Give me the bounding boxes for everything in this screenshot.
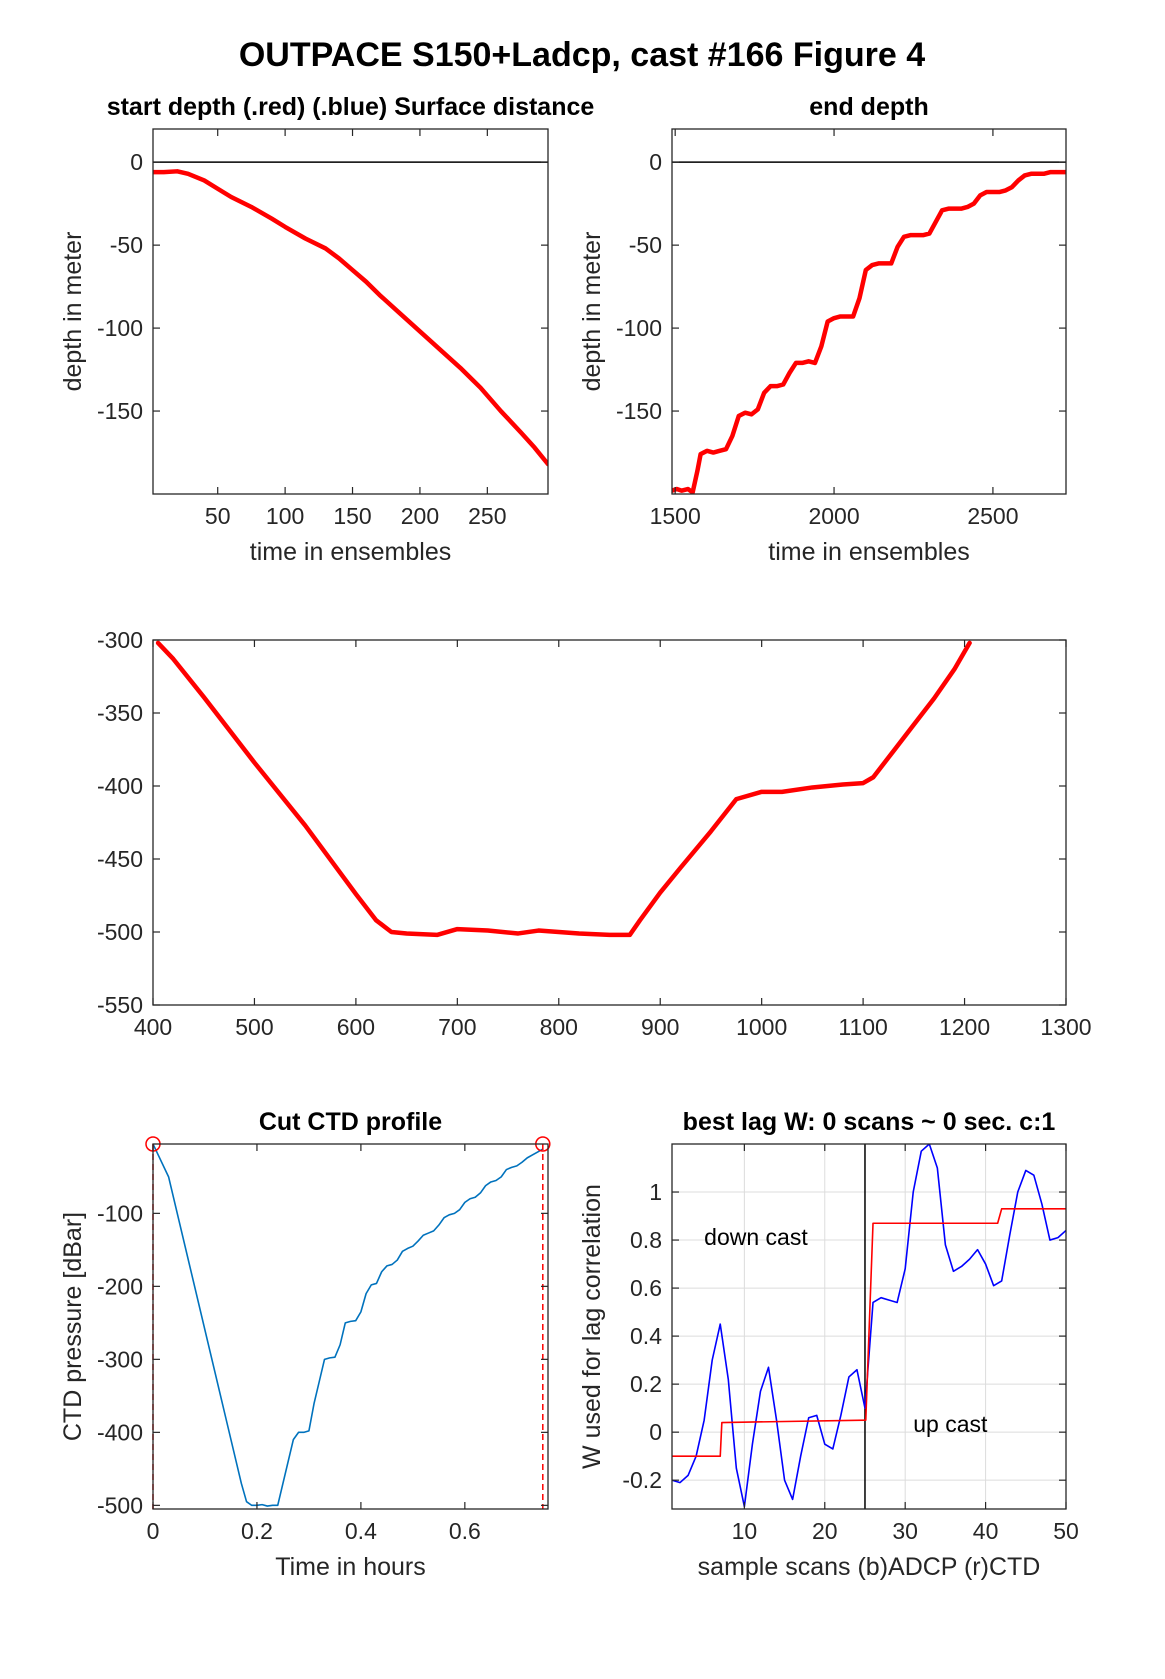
plot-data (153, 1144, 544, 1507)
plot-data (155, 640, 972, 938)
x-tick-label: 2500 (967, 503, 1018, 529)
series-line-1 (672, 169, 1066, 494)
y-tick-label: -550 (97, 992, 143, 1018)
y-tick-label: -450 (97, 846, 143, 872)
x-tick-label: 900 (641, 1014, 679, 1040)
x-tick-label: 100 (266, 503, 304, 529)
x-tick-label: 0.4 (345, 1518, 377, 1544)
series-line-1 (672, 1144, 1066, 1508)
x-tick-label: 500 (235, 1014, 273, 1040)
x-tick-label: 0.2 (241, 1518, 273, 1544)
plot-data (672, 1144, 1066, 1509)
y-tick-label: -300 (97, 627, 143, 653)
axes-box (152, 639, 1067, 1006)
series-line-1 (153, 169, 548, 467)
x-tick-label: 1200 (939, 1014, 990, 1040)
y-tick-label: -200 (97, 1273, 143, 1299)
axes-box (152, 128, 549, 495)
x-tick-label: 600 (337, 1014, 375, 1040)
x-tick-label: 800 (540, 1014, 578, 1040)
x-tick-label: 20 (812, 1518, 838, 1544)
x-axis-label: sample scans (b)ADCP (r)CTD (698, 1553, 1041, 1581)
y-tick-label: -150 (97, 398, 143, 424)
y-tick-label: -100 (97, 1200, 143, 1226)
y-tick-label: 1 (649, 1179, 662, 1205)
y-tick-label: -150 (616, 398, 662, 424)
x-tick-label: 2000 (808, 503, 859, 529)
y-tick-label: 0 (649, 1419, 662, 1445)
x-tick-label: 10 (732, 1518, 758, 1544)
y-tick-label: 0.2 (630, 1371, 662, 1397)
series-line-1 (153, 1144, 544, 1507)
series-line-2 (672, 1208, 1066, 1457)
y-tick-label: -100 (97, 315, 143, 341)
annotation-text: up cast (913, 1411, 988, 1437)
x-tick-label: 700 (438, 1014, 476, 1040)
series-line-1 (155, 640, 972, 938)
chart-cut_ctd_profile: 0 0.2 0.4 0.6 -100 -200 -300 -400 -500 Cut CTD pr… (59, 1108, 551, 1581)
chart-start_depth: 50 100 150 200 250 0 -50 -100 -150 start depth (.… (59, 93, 594, 566)
x-tick-label: 50 (1053, 1518, 1079, 1544)
y-tick-label: -400 (97, 1419, 143, 1445)
y-tick-label: -350 (97, 700, 143, 726)
chart-title: best lag W: 0 scans ~ 0 sec. c:1 (683, 1108, 1056, 1136)
x-tick-label: 200 (401, 503, 439, 529)
x-axis-label: time in ensembles (250, 538, 451, 566)
x-tick-label: 30 (892, 1518, 918, 1544)
y-axis-label: depth in meter (59, 232, 87, 392)
y-tick-label: -500 (97, 1492, 143, 1518)
annotation-text: down cast (704, 1224, 808, 1250)
plot-area (153, 640, 1066, 1005)
chart-best_lag: 10 20 30 40 50 -0.2 0 0.2 0.4 0.6 0.8 1 best lag W: … (578, 1108, 1079, 1581)
x-tick-label: 1300 (1040, 1014, 1091, 1040)
x-axis-label: Time in hours (275, 1553, 426, 1581)
chart-title: end depth (809, 93, 928, 121)
y-tick-label: 0.4 (630, 1323, 662, 1349)
x-tick-label: 150 (333, 503, 371, 529)
x-axis-label: time in ensembles (768, 538, 969, 566)
y-axis-label: depth in meter (578, 232, 606, 392)
axes-box (671, 128, 1067, 495)
chart-end_depth: 1500 2000 2500 0 -50 -100 -150 end depth time in… (578, 93, 1067, 566)
y-axis-label: W used for lag correlation (578, 1184, 606, 1469)
x-tick-label: 1100 (838, 1014, 887, 1040)
y-tick-label: 0.8 (630, 1227, 662, 1253)
y-tick-label: 0.6 (630, 1275, 662, 1301)
y-tick-label: -50 (110, 232, 143, 258)
x-tick-label: 250 (468, 503, 506, 529)
figure-title: OUTPACE S150+Ladcp, cast #166 Figure 4 (239, 36, 925, 74)
x-tick-label: 50 (205, 503, 231, 529)
plot-area (153, 1144, 548, 1509)
y-tick-label: -300 (97, 1346, 143, 1372)
axes-box (152, 1143, 549, 1510)
x-tick-label: 1000 (736, 1014, 787, 1040)
x-tick-label: 0 (147, 1518, 160, 1544)
x-tick-label: 0.6 (449, 1518, 481, 1544)
y-tick-label: -0.2 (622, 1467, 662, 1493)
y-axis-label: CTD pressure [dBar] (59, 1212, 87, 1441)
y-tick-label: -50 (629, 232, 662, 258)
x-tick-label: 40 (973, 1518, 999, 1544)
chart-title: Cut CTD profile (259, 1108, 442, 1136)
plot-data (153, 161, 548, 467)
x-tick-label: 400 (134, 1014, 172, 1040)
chart-title: start depth (.red) (.blue) Surface dista… (107, 93, 595, 121)
chart-bottom_depth: 400 500 600 700 800 900 1000 1100 1200 1300 -300 -3… (97, 627, 1092, 1040)
y-tick-label: 0 (649, 149, 662, 175)
axes-box (671, 1143, 1067, 1510)
plot-data (672, 161, 1066, 494)
y-tick-label: -400 (97, 773, 143, 799)
y-tick-label: -500 (97, 919, 143, 945)
y-tick-label: 0 (130, 149, 143, 175)
x-tick-label: 1500 (650, 503, 701, 529)
y-tick-label: -100 (616, 315, 662, 341)
